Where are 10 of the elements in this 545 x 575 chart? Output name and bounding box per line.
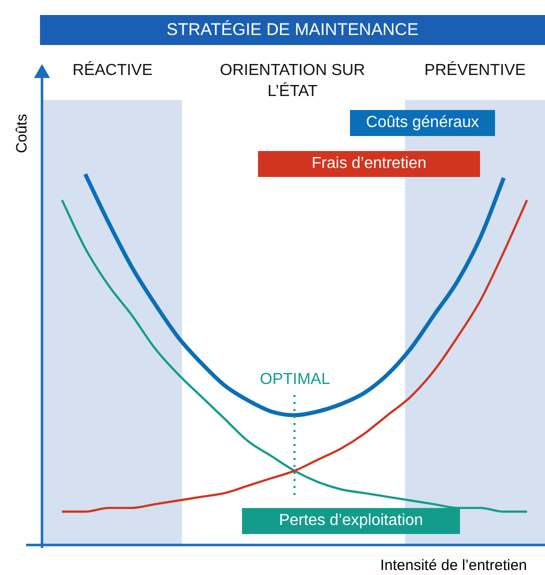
name-tag: Coûts généraux [350,110,495,136]
text: PRÉVENTIVE [423,60,527,81]
y-axis-title: Coûts [14,112,30,156]
name-tag: Pertes d’exploitation [242,508,460,534]
name-tag: Frais d’entretien [258,151,480,177]
annotation: OPTIMAL [258,370,332,390]
text: RÉACTIVE [71,60,154,81]
x-axis-title: Intensité de l’entretien [380,557,527,574]
text: ORIENTATION SUR L’ÉTAT [218,61,366,102]
chart-title: STRATÉGIE DE MAINTENANCE [40,15,545,45]
